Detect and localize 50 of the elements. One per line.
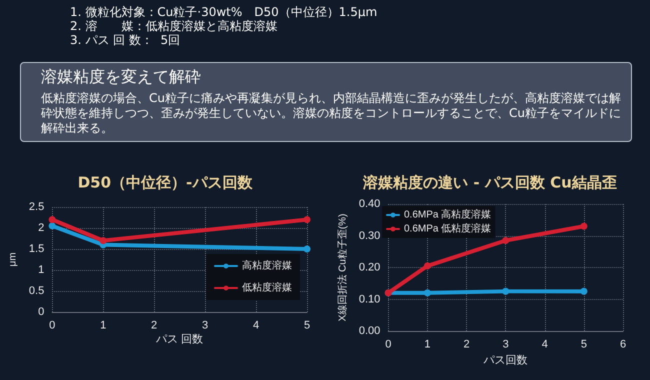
y-axis-title: μm (8, 252, 18, 267)
y-tick-label: 0 (38, 306, 44, 318)
x-axis-title: パス 回数 (155, 334, 204, 346)
point (580, 222, 588, 230)
point (48, 216, 56, 224)
point (424, 289, 431, 296)
y-tick-label: 0.20 (358, 262, 380, 274)
x-axis-title: パス回数 (482, 354, 528, 366)
x-tick-label: 5 (304, 320, 310, 332)
x-tick-label: 6 (620, 338, 626, 350)
point (424, 262, 431, 270)
point (304, 246, 310, 252)
chart-title: 溶媒粘度の違い - パス回数 Cu結晶歪 (362, 174, 617, 192)
text: 溶媒粘度を変えて解砕 (41, 67, 202, 88)
x-tick-label: 4 (252, 320, 260, 332)
y-tick-label: 0.10 (358, 293, 380, 306)
x-tick-label: 2 (463, 338, 470, 350)
legend-label: 0.6MPa 高粘度溶媒 (404, 208, 492, 220)
x-tick-label: 1 (424, 338, 430, 350)
x-tick-label: 5 (580, 338, 587, 350)
x-tick-label: 3 (502, 338, 509, 350)
text: 1. 微粒化対象：Cu粒子·30wt% D50（中位径）1.5μm (70, 5, 378, 19)
chart-title: D50（中位径）-パス回数 (78, 174, 254, 192)
y-tick-label: 2 (38, 222, 44, 234)
point (580, 288, 588, 295)
point (304, 216, 310, 224)
legend-label: 0.6MPa 低粘度溶媒 (404, 222, 492, 234)
y-tick-label: 0.5 (28, 285, 44, 297)
y-tick-label: 0.30 (358, 230, 380, 242)
point (100, 237, 107, 244)
text: 2. 溶 媒：低粘度溶媒と高粘度溶媒 (70, 19, 278, 33)
legend-label: 低粘度溶媒 (242, 282, 292, 294)
point (502, 237, 510, 244)
x-tick-label: 3 (202, 320, 208, 332)
x-tick-label: 0 (385, 338, 392, 350)
x-tick-label: 0 (49, 320, 56, 332)
y-tick-label: 1.5 (28, 243, 44, 255)
point (48, 222, 56, 230)
x-tick-label: 2 (151, 320, 158, 332)
y-axis-title: X線回折法 Cu粒子歪(%) (336, 214, 348, 322)
text: 3. パス 回 数： 5回 (70, 33, 182, 47)
y-tick-label: 1 (38, 264, 44, 276)
point (502, 288, 510, 295)
text: 低粘度溶媒の場合、Cu粒子に痛みや再凝集が見られ、内部結晶構造に歪みが発生したが、高粘度溶媒では解砕状態を維持しつつ、歪みが発生していない。溶媒の粘度をコントロールすることで、Cu粒子をマイルドに解砕出来る。 (41, 91, 621, 136)
x-tick-label: 4 (542, 338, 548, 350)
y-tick-label: 0.40 (358, 198, 380, 210)
y-tick-label: 0.00 (358, 325, 380, 337)
legend-label: 高粘度溶媒 (242, 260, 292, 272)
y-tick-label: 2.5 (28, 201, 44, 213)
x-tick-label: 1 (100, 320, 106, 332)
